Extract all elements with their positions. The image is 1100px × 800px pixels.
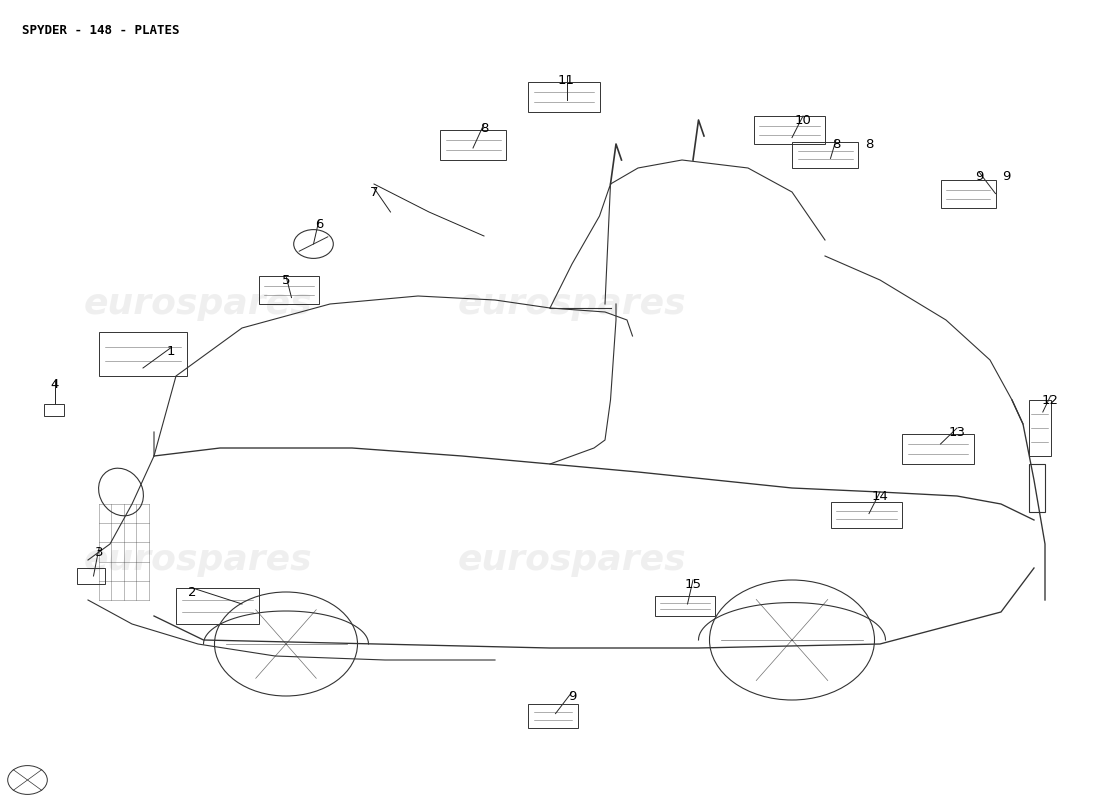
Bar <box>792 142 858 168</box>
Text: 10: 10 <box>794 114 812 126</box>
Bar <box>1028 464 1045 512</box>
Bar <box>77 568 104 584</box>
Text: 5: 5 <box>282 274 290 286</box>
Text: 8: 8 <box>865 138 873 150</box>
Bar <box>830 502 902 528</box>
Text: 9: 9 <box>1002 170 1011 182</box>
Bar <box>654 596 715 616</box>
Bar <box>44 404 64 416</box>
Text: 9: 9 <box>568 690 576 702</box>
Bar <box>258 276 319 304</box>
Bar <box>528 704 578 728</box>
Text: 3: 3 <box>95 546 103 558</box>
Text: 1: 1 <box>166 346 175 358</box>
Bar <box>176 588 258 624</box>
Text: 8: 8 <box>832 138 840 150</box>
Text: SPYDER - 148 - PLATES: SPYDER - 148 - PLATES <box>22 24 179 37</box>
Text: 2: 2 <box>188 586 197 598</box>
Text: 8: 8 <box>480 122 488 134</box>
Text: eurospares: eurospares <box>458 287 686 321</box>
Text: 9: 9 <box>975 170 983 182</box>
Text: eurospares: eurospares <box>458 543 686 577</box>
Text: 15: 15 <box>684 578 702 590</box>
Text: 4: 4 <box>51 378 59 390</box>
Bar <box>754 116 825 144</box>
Text: eurospares: eurospares <box>84 287 312 321</box>
Bar <box>940 180 996 208</box>
Bar <box>99 332 187 376</box>
Text: 6: 6 <box>315 218 323 230</box>
Text: eurospares: eurospares <box>84 543 312 577</box>
Text: 7: 7 <box>370 186 378 198</box>
Bar <box>1028 400 1050 456</box>
Text: 14: 14 <box>871 490 889 502</box>
Bar <box>528 82 600 112</box>
Text: 11: 11 <box>558 74 575 86</box>
Text: 12: 12 <box>1042 394 1059 406</box>
Text: 13: 13 <box>948 426 966 438</box>
Bar <box>902 434 974 464</box>
Bar <box>440 130 506 160</box>
